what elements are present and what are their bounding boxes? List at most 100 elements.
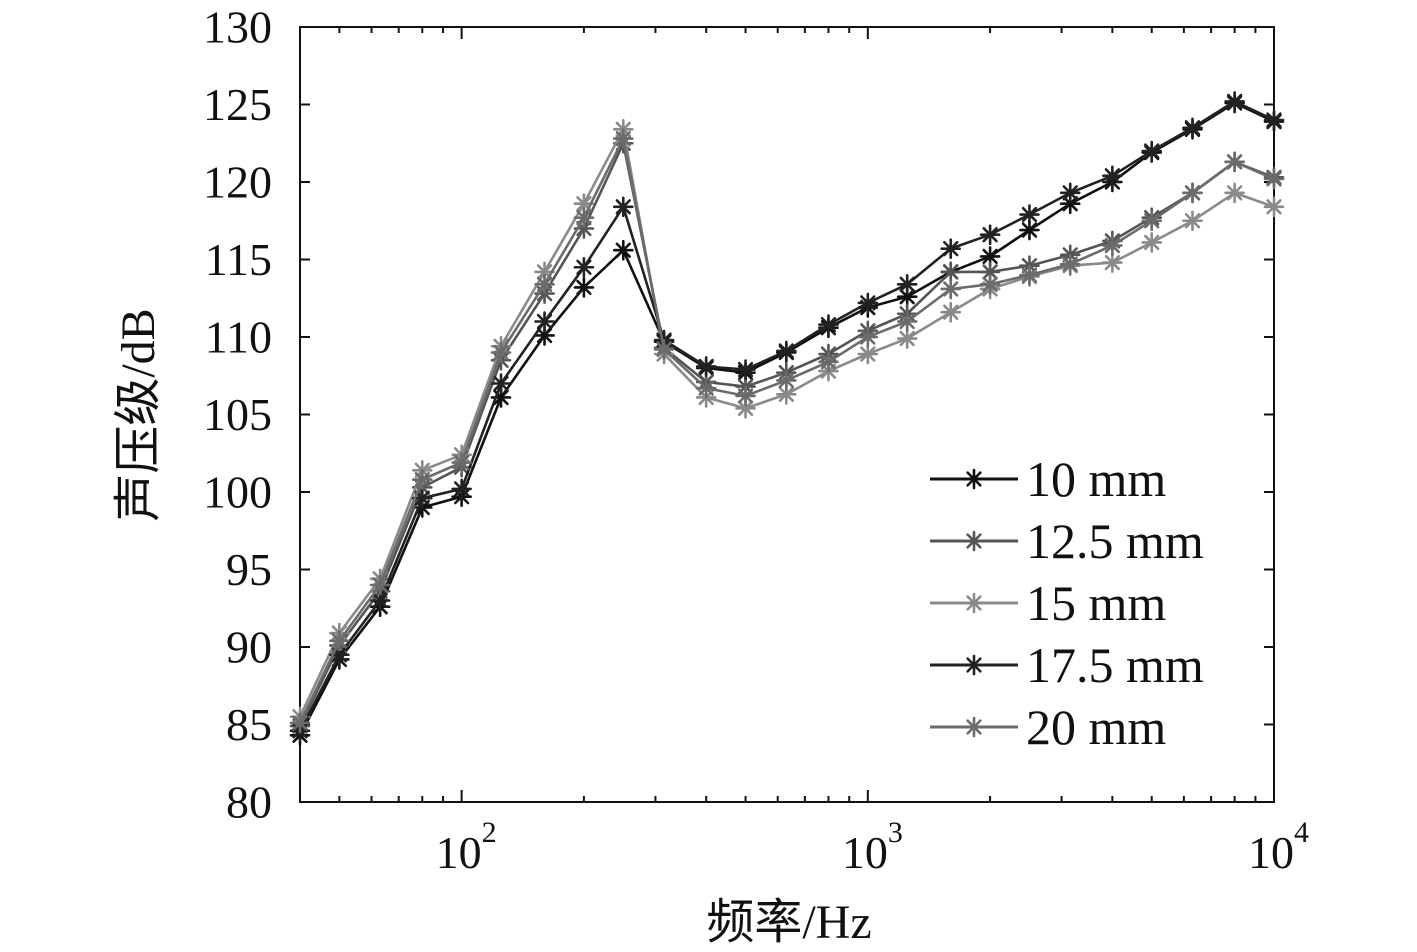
y-tick-label: 110 [205,312,272,363]
data-point [776,370,797,391]
x-tick-exponent: 2 [482,816,497,849]
legend-label: 17.5 mm [1026,637,1204,693]
data-point [1263,196,1285,218]
data-point [490,373,512,394]
data-point [1059,182,1081,204]
data-point [1102,165,1123,187]
y-tick-label: 105 [203,389,272,440]
y-axis-ticks: 80 85 90 95 100 105 110 115 120 125 130 [203,2,1274,828]
x-tick-label: 10 [436,827,482,878]
data-point [1141,210,1163,232]
y-tick-label: 90 [226,622,272,673]
data-point [695,356,717,377]
legend: 10 mm 12.5 mm 15 mm 17.5 mm 20 mm [930,451,1204,755]
data-point [573,277,595,298]
y-tick-label: 95 [226,544,272,595]
data-point [857,292,879,314]
series-line [298,137,1275,724]
data-point [896,311,918,332]
data-point [940,261,962,283]
legend-label: 15 mm [1026,575,1166,631]
data-point [940,278,962,300]
data-point [612,196,634,218]
data-point [857,326,879,348]
data-point [857,343,879,365]
y-tick-label: 115 [205,234,272,285]
x-tick-exponent: 3 [888,816,903,849]
y-tick-label: 80 [226,777,272,828]
data-point [612,239,634,261]
data-point [896,328,918,349]
legend-item: 15 mm [930,575,1166,631]
legend-item: 12.5 mm [930,513,1204,569]
series-layer [289,91,1285,746]
legend-label: 10 mm [1026,451,1166,507]
data-point [776,340,797,362]
x-tick-label: 10 [842,827,888,878]
data-point [411,469,433,490]
data-point [1224,182,1245,204]
data-point [451,452,472,473]
legend-swatch-marker [963,592,985,614]
legend-item: 20 mm [930,699,1166,755]
data-point [653,339,675,360]
data-point [1263,168,1285,190]
data-point [573,207,595,228]
legend-swatch-marker [963,530,985,552]
data-point [735,385,756,407]
y-tick-label: 125 [203,79,272,130]
data-point [369,574,391,596]
data-point [1182,117,1203,139]
legend-swatch-marker [963,654,985,676]
legend-label: 12.5 mm [1026,513,1204,569]
data-point [940,238,962,259]
y-tick-label: 130 [203,2,272,53]
data-point [1102,252,1123,273]
series-15-mm [289,119,1285,728]
data-point [1224,151,1245,173]
data-point [1182,210,1203,232]
data-point [289,712,311,734]
legend-item: 17.5 mm [930,637,1204,693]
data-point [818,314,839,335]
y-tick-label: 100 [203,467,272,518]
data-point [695,377,717,399]
x-axis-label: 频率/Hz [706,896,871,949]
y-axis-label: 声压级/dB [112,308,165,521]
data-point [1141,232,1163,253]
data-point [329,630,350,652]
data-point [818,351,839,373]
legend-swatch-marker [963,716,985,738]
y-tick-label: 85 [226,699,272,750]
data-point [1182,182,1203,204]
data-point [1224,91,1245,112]
series-20-mm [289,128,1285,734]
y-tick-label: 120 [203,157,272,208]
data-point [534,311,555,332]
data-point [979,224,1001,245]
legend-swatch-marker [963,468,985,490]
x-tick-exponent: 4 [1294,816,1309,849]
data-point [1141,140,1163,162]
x-axis-ticks: 10 2 10 3 10 4 [299,27,1309,878]
data-point [573,256,595,278]
data-point [490,342,512,363]
data-point [1263,109,1285,131]
data-point [979,273,1001,295]
x-tick-label: 10 [1248,827,1294,878]
data-point [1019,204,1040,225]
legend-item: 10 mm [930,451,1166,507]
data-point [411,487,433,509]
data-point [1059,253,1081,275]
data-point [896,273,918,295]
legend-label: 20 mm [1026,699,1166,755]
data-point [1102,235,1123,256]
data-point [1019,264,1040,286]
data-point [534,273,555,295]
data-point [534,325,555,346]
data-point [940,301,962,323]
data-point [735,359,756,380]
data-point [451,478,472,500]
series-17-5-mm [289,91,1285,742]
